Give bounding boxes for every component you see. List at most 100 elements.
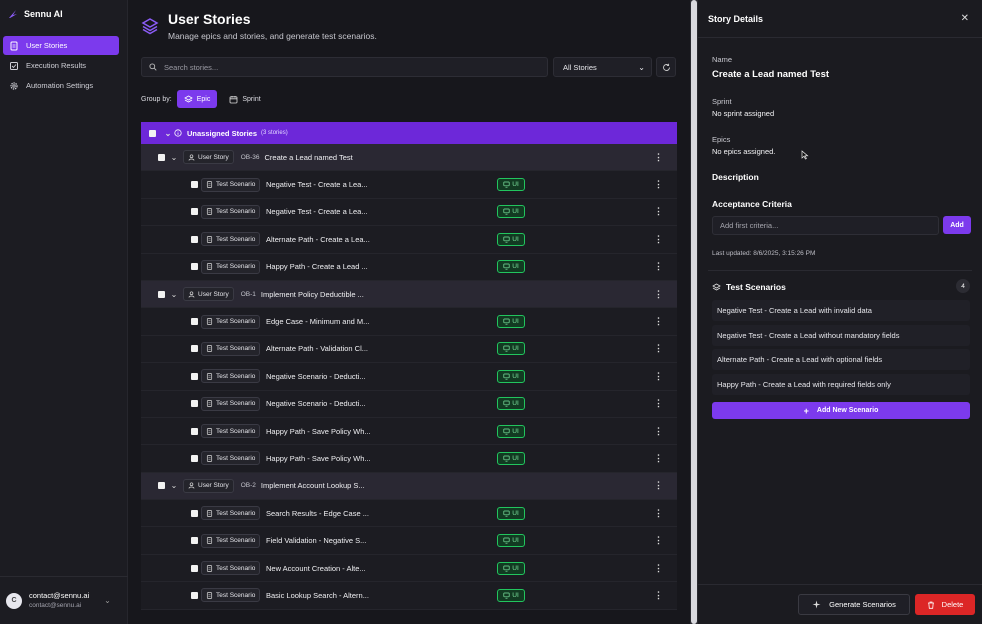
more-options-icon[interactable]: ⋮ [654,507,663,518]
scenario-row[interactable]: Test Scenario Happy Path - Save Policy Wh… [141,417,677,446]
tag-label: Test Scenario [216,263,256,271]
scenario-row[interactable]: Test Scenario Happy Path - Create a Lead … [141,253,677,281]
search-input[interactable] [164,62,524,72]
more-options-icon[interactable]: ⋮ [654,316,663,327]
close-icon[interactable]: ✕ [960,13,969,24]
scenario-checkbox[interactable] [191,181,198,189]
test-scenario-tag: Test Scenario [201,588,261,603]
scenario-checkbox[interactable] [191,372,198,380]
group-checkbox[interactable] [149,129,156,137]
monitor-icon [503,400,510,407]
more-options-icon[interactable]: ⋮ [654,535,663,546]
scenario-checkbox[interactable] [191,318,198,326]
more-options-icon[interactable]: ⋮ [654,179,663,190]
test-scenario-tag: Test Scenario [201,259,261,274]
chevron-down-icon[interactable]: ⌄ [170,152,178,162]
group-by-sprint-button[interactable]: Sprint [222,90,267,108]
add-criteria-button[interactable]: Add [943,216,971,234]
search-box[interactable] [141,57,548,77]
tag-label: User Story [198,482,229,490]
scenario-row[interactable]: Test Scenario Alternate Path - Validation… [141,335,677,364]
more-options-icon[interactable]: ⋮ [654,425,663,436]
group-by-epic-button[interactable]: Epic [176,90,218,108]
scenario-list-item[interactable]: Happy Path - Create a Lead with required… [712,374,970,395]
scenario-row[interactable]: Test Scenario Field Validation - Negative… [141,527,677,555]
more-options-icon[interactable]: ⋮ [654,206,663,217]
story-checkbox[interactable] [158,482,165,490]
user-icon [188,291,195,298]
story-checkbox[interactable] [158,153,165,161]
ui-badge-label: UI [512,263,519,271]
scenario-checkbox[interactable] [191,537,198,545]
more-options-icon[interactable]: ⋮ [654,562,663,573]
scenario-row[interactable]: Test Scenario New Account Creation - Alte… [141,554,677,583]
panel-footer: Generate Scenarios Delete [698,584,982,624]
more-options-icon[interactable]: ⋮ [654,589,663,600]
info-circle-icon [174,129,182,137]
layers-icon [141,18,159,35]
sidebar-item-label: Execution Results [26,61,87,70]
more-options-icon[interactable]: ⋮ [654,452,663,463]
scenario-checkbox[interactable] [191,454,198,462]
monitor-icon [503,537,510,544]
filter-value: All Stories [563,62,597,72]
chevron-down-icon[interactable]: ⌄ [164,128,172,138]
group-row[interactable]: ⌄ Unassigned Stories (3 stories) [141,122,677,144]
more-options-icon[interactable]: ⋮ [654,343,663,354]
brand[interactable]: Sennu AI [0,0,127,28]
generate-scenarios-button[interactable]: Generate Scenarios [798,594,910,615]
scenario-row[interactable]: Test Scenario Negative Test - Create a Le… [141,198,677,227]
scenario-checkbox[interactable] [191,427,198,435]
sidebar-item-user-stories[interactable]: User Stories [3,36,119,55]
story-row[interactable]: ⌄ User Story OB-2 Implement Account Lookup … [141,472,677,501]
story-row[interactable]: ⌄ User Story OB-1 Implement Policy Deductib… [141,280,677,309]
more-options-icon[interactable]: ⋮ [654,261,663,272]
scenario-checkbox[interactable] [191,509,198,517]
group-by-sprint-label: Sprint [242,95,261,103]
sidebar-item-automation-settings[interactable]: Automation Settings [3,76,119,95]
file-icon [206,345,213,353]
story-title: Create a Lead named Test [264,152,353,162]
refresh-button[interactable] [656,57,676,77]
user-menu[interactable]: C contact@sennu.ai contact@sennu.ai ⌄ [0,576,128,624]
scenario-list-item[interactable]: Negative Test - Create a Lead without ma… [712,325,970,346]
scenario-checkbox[interactable] [191,591,198,599]
scenario-list-item[interactable]: Negative Test - Create a Lead with inval… [712,300,970,321]
scenario-row[interactable]: Test Scenario Search Results - Edge Case … [141,500,677,528]
sidebar-item-execution-results[interactable]: Execution Results [3,56,119,75]
chevron-down-icon[interactable]: ⌄ [170,289,178,299]
delete-button[interactable]: Delete [915,594,975,615]
story-row[interactable]: ⌄ User Story OB-36 Create a Lead named Test… [141,144,677,172]
scenario-checkbox[interactable] [191,263,198,271]
scenario-list-item[interactable]: Alternate Path - Create a Lead with opti… [712,349,970,370]
story-title: Implement Policy Deductible ... [260,289,364,299]
more-options-icon[interactable]: ⋮ [654,288,663,299]
story-filter-select[interactable]: All Stories ⌄ [553,57,652,77]
scenario-checkbox[interactable] [191,400,198,408]
scenario-row[interactable]: Test Scenario Edge Case - Minimum and M..… [141,308,677,336]
scenario-checkbox[interactable] [191,345,198,353]
more-options-icon[interactable]: ⋮ [654,398,663,409]
scenario-row[interactable]: Test Scenario Negative Scenario - Deducti… [141,363,677,391]
scrollbar-thumb[interactable] [691,0,697,624]
panel-divider-scrollbar[interactable] [690,0,698,624]
scenario-checkbox[interactable] [191,564,198,572]
more-options-icon[interactable]: ⋮ [654,370,663,381]
ui-badge: UI [497,205,525,219]
more-options-icon[interactable]: ⋮ [654,233,663,244]
chevron-down-icon[interactable]: ⌄ [170,481,178,491]
scenario-row[interactable]: Test Scenario Alternate Path - Create a L… [141,226,677,254]
scenario-row[interactable]: Test Scenario Negative Test - Create a Le… [141,171,677,199]
more-options-icon[interactable]: ⋮ [654,480,663,491]
scenario-checkbox[interactable] [191,208,198,216]
criteria-input[interactable] [712,216,939,235]
scenario-checkbox[interactable] [191,235,198,243]
scenario-row[interactable]: Test Scenario Basic Lookup Search - Alter… [141,582,677,610]
story-checkbox[interactable] [158,290,165,298]
more-options-icon[interactable]: ⋮ [654,151,663,162]
monitor-icon [503,346,510,352]
add-new-scenario-button[interactable]: + Add New Scenario [712,402,970,419]
scenario-row[interactable]: Test Scenario Negative Scenario - Deducti… [141,390,677,418]
test-scenario-tag: Test Scenario [201,177,261,192]
scenario-row[interactable]: Test Scenario Happy Path - Save Policy Wh… [141,445,677,473]
